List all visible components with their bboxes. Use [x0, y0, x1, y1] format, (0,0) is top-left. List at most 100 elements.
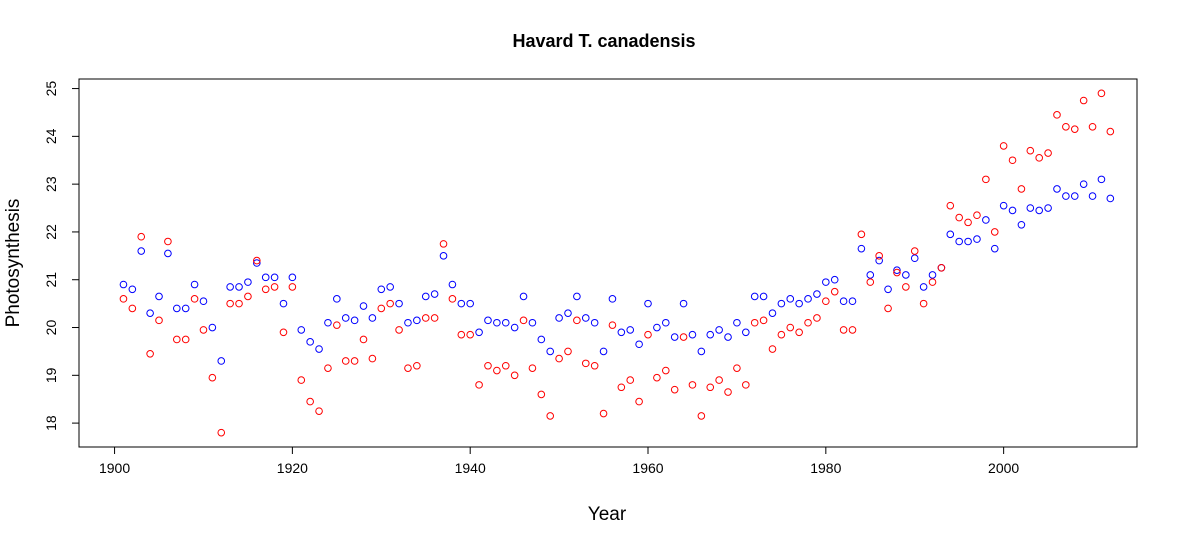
data-point-series-1	[697, 347, 706, 356]
data-point-series-2	[661, 366, 670, 375]
data-point-series-1	[635, 340, 643, 349]
data-point-series-1	[1079, 180, 1088, 188]
data-point-series-1	[982, 216, 990, 224]
data-point-series-1	[919, 283, 928, 291]
data-point-series-2	[137, 232, 146, 241]
data-point-series-1	[964, 237, 972, 246]
data-point-series-2	[573, 316, 581, 325]
data-point-series-1	[190, 280, 199, 289]
y-tick-label: 22	[43, 224, 59, 240]
data-point-series-2	[439, 240, 448, 248]
data-point-series-1	[564, 309, 572, 317]
data-point-series-2	[172, 335, 181, 344]
data-point-series-2	[1106, 127, 1115, 136]
data-point-series-2	[199, 326, 208, 334]
data-point-series-2	[555, 354, 563, 363]
data-point-series-1	[1035, 206, 1044, 215]
data-point-series-1	[857, 244, 866, 253]
data-point-series-1	[261, 273, 270, 282]
data-point-series-2	[493, 366, 501, 375]
data-point-series-2	[235, 299, 243, 308]
data-point-series-1	[386, 283, 394, 291]
data-point-series-1	[902, 271, 910, 279]
data-point-series-2	[715, 376, 723, 384]
data-point-series-1	[768, 309, 777, 317]
data-point-series-1	[519, 292, 528, 301]
data-point-series-1	[679, 299, 688, 308]
y-tick-label: 19	[43, 367, 59, 383]
data-point-series-1	[421, 292, 430, 301]
plot-frame	[78, 78, 1138, 448]
data-point-series-2	[244, 292, 252, 301]
data-point-series-2	[768, 345, 777, 353]
data-point-series-2	[1035, 154, 1044, 162]
data-point-series-1	[546, 347, 555, 356]
data-point-series-1	[990, 244, 999, 253]
data-point-series-1	[253, 259, 261, 267]
data-point-series-2	[528, 364, 537, 372]
data-point-series-2	[359, 335, 368, 344]
data-point-series-2	[155, 316, 163, 325]
data-point-series-1	[164, 249, 172, 258]
data-point-series-1	[804, 295, 812, 303]
data-point-series-2	[902, 283, 910, 291]
data-point-series-1	[475, 328, 483, 337]
data-point-series-2	[457, 330, 466, 339]
chart-title: Havard T. canadensis	[512, 31, 695, 51]
data-point-series-1	[359, 302, 368, 310]
data-point-series-2	[306, 397, 314, 406]
data-point-series-1	[395, 299, 403, 308]
data-point-series-2	[724, 388, 732, 396]
data-point-series-1	[644, 299, 652, 308]
data-point-series-2	[253, 256, 261, 265]
data-point-series-2	[875, 252, 883, 260]
data-point-series-2	[964, 218, 972, 227]
data-point-series-1	[848, 297, 857, 306]
data-point-series-1	[653, 323, 661, 332]
data-point-series-2	[822, 297, 830, 306]
data-point-series-2	[501, 361, 510, 370]
data-point-series-1	[795, 299, 803, 308]
data-point-series-1	[1088, 192, 1097, 200]
data-point-series-1	[510, 323, 519, 332]
data-point-series-2	[955, 213, 963, 222]
data-point-series-2	[350, 357, 359, 365]
y-tick-label: 23	[43, 176, 59, 192]
data-point-series-1	[777, 299, 786, 308]
data-point-series-2	[1070, 125, 1079, 133]
data-point-series-1	[235, 283, 243, 291]
data-point-series-1	[324, 318, 332, 327]
data-point-series-1	[333, 295, 341, 303]
data-point-series-1	[377, 285, 386, 294]
data-point-series-1	[439, 252, 448, 260]
data-point-series-1	[742, 328, 750, 337]
data-point-series-2	[315, 407, 323, 415]
data-point-series-2	[1044, 149, 1052, 157]
data-point-series-1	[706, 330, 715, 339]
data-point-series-2	[421, 314, 430, 322]
x-tick-label: 1940	[455, 460, 486, 476]
data-point-series-1	[1097, 175, 1106, 184]
data-point-series-2	[973, 211, 981, 220]
data-point-series-2	[919, 299, 928, 308]
data-point-series-2	[164, 237, 172, 246]
data-point-series-2	[270, 283, 279, 291]
data-point-series-2	[1088, 122, 1097, 131]
data-point-series-1	[759, 292, 768, 301]
data-point-series-1	[279, 299, 288, 308]
x-axis-label: Year	[588, 504, 627, 525]
data-point-series-2	[697, 412, 706, 420]
data-point-series-1	[724, 333, 732, 341]
data-point-series-2	[519, 316, 528, 325]
data-point-series-1	[750, 292, 759, 301]
data-point-series-2	[484, 361, 492, 370]
data-point-series-2	[1097, 89, 1106, 98]
data-point-series-1	[661, 318, 670, 327]
data-point-series-1	[306, 338, 314, 346]
data-point-series-1	[208, 323, 217, 332]
data-point-series-2	[777, 330, 786, 339]
x-tick-label: 1900	[99, 460, 130, 476]
data-point-series-2	[386, 299, 394, 308]
data-point-series-1	[404, 318, 412, 327]
data-point-series-2	[279, 328, 288, 337]
